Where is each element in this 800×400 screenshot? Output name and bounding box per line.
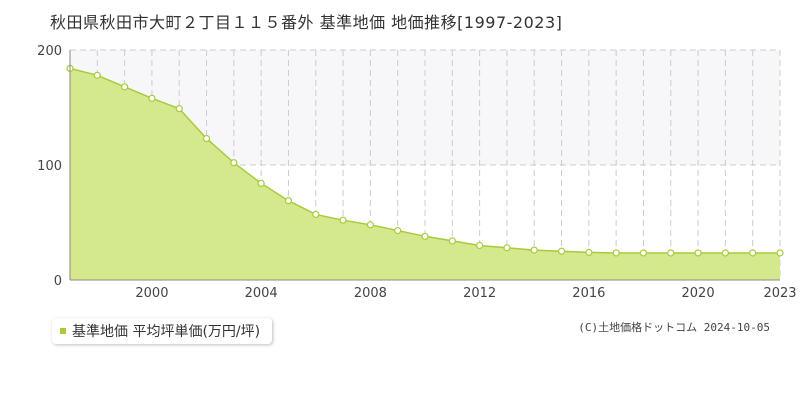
legend-label: 基準地価 平均坪単価(万円/坪) (72, 324, 261, 340)
data-point (421, 232, 429, 240)
y-tick-label: 100 (37, 159, 62, 174)
horizontal-gridlines (70, 49, 780, 166)
data-point (694, 249, 702, 257)
data-point (530, 246, 538, 254)
y-tick-label: 200 (37, 44, 62, 59)
data-point (230, 159, 238, 167)
data-point (366, 221, 374, 229)
data-markers (66, 64, 784, 257)
x-tick-label: 2004 (245, 286, 278, 301)
legend-swatch (60, 328, 66, 334)
x-tick-label: 2012 (463, 286, 496, 301)
data-point (503, 244, 511, 252)
data-point (557, 247, 566, 255)
x-tick-label: 2020 (682, 286, 715, 301)
x-tick-label: 2008 (354, 286, 387, 301)
data-point (721, 249, 729, 257)
data-point (148, 94, 156, 102)
data-point (394, 226, 402, 235)
price-area (70, 68, 780, 281)
x-tick-label: 2023 (763, 286, 796, 301)
data-point (312, 210, 320, 219)
x-tick-label: 2000 (135, 286, 168, 301)
data-point (476, 241, 484, 250)
data-point (639, 249, 648, 257)
axes (69, 50, 780, 281)
data-point (612, 249, 620, 257)
data-point (175, 105, 183, 113)
x-tick-labels: 2000 2004 2008 2012 2016 2020 2023 (135, 286, 796, 301)
data-point (339, 216, 347, 224)
data-point (121, 83, 129, 91)
y-tick-labels: 0 100 200 (37, 44, 62, 289)
legend: 基準地価 平均坪単価(万円/坪) (52, 318, 273, 344)
data-point (776, 249, 784, 257)
y-tick-label: 0 (54, 274, 62, 289)
data-point (448, 237, 456, 245)
x-tick-label: 2016 (572, 286, 605, 301)
data-point (284, 197, 293, 205)
data-point (93, 71, 101, 79)
data-point (257, 179, 265, 187)
data-point (749, 249, 757, 257)
copyright: (C)土地価格ドットコム 2024-10-05 (578, 321, 770, 334)
chart-title: 秋田県秋田市大町２丁目１１５番外 基準地価 地価推移[1997-2023] (50, 13, 563, 32)
data-point (585, 248, 593, 256)
data-point (667, 249, 675, 257)
data-point (202, 134, 211, 143)
